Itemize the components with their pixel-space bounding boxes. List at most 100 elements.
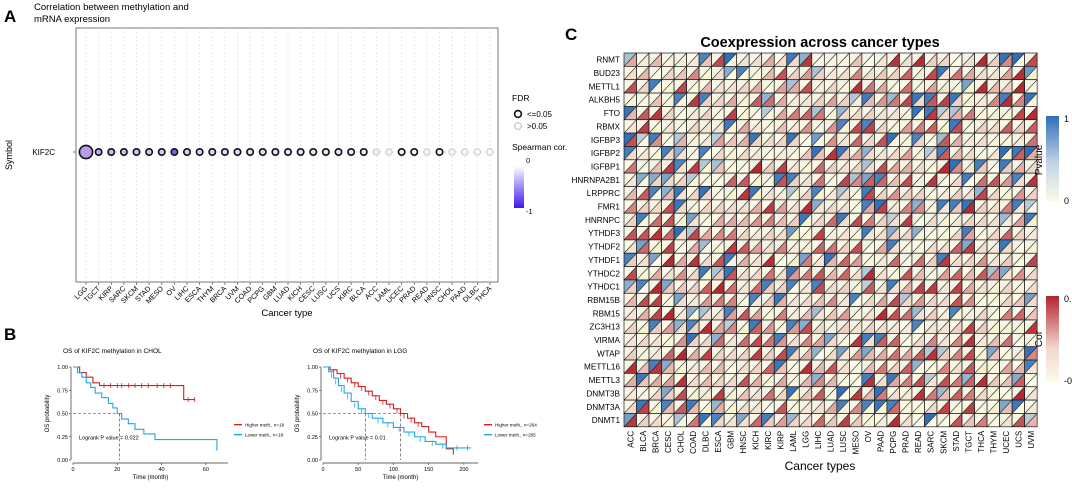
heatmap-cell-diagonal <box>711 413 725 428</box>
heatmap-cell-diagonal <box>786 359 800 374</box>
heatmap-col-label-skcm: SKCM <box>939 430 948 453</box>
heatmap-cell-diagonal <box>986 199 1000 214</box>
km-x-ticklabel: 100 <box>389 467 398 473</box>
heatmap-row-label-ythdc1: YTHDC1 <box>587 283 620 292</box>
heatmap-cell-diagonal <box>1024 293 1038 307</box>
heatmap-cell-diagonal <box>748 66 762 80</box>
heatmap-cell-diagonal <box>673 226 687 241</box>
heatmap-cell-diagonal <box>886 186 900 201</box>
heatmap-cell-diagonal <box>648 319 662 334</box>
heatmap-cell-diagonal <box>824 106 838 120</box>
heatmap-cell-diagonal <box>661 132 675 147</box>
heatmap-cell-diagonal <box>811 266 825 281</box>
heatmap-cell-diagonal <box>911 119 925 134</box>
heatmap-cell-diagonal <box>711 146 725 161</box>
heatmap-cell-diagonal <box>911 346 925 361</box>
heatmap-row-label-alkbh5: ALKBH5 <box>589 96 621 105</box>
heatmap-cell-diagonal <box>986 79 1000 94</box>
heatmap-cell-diagonal <box>799 119 813 134</box>
heatmap-cell-diagonal <box>849 359 863 374</box>
heatmap-cell-diagonal <box>849 253 863 267</box>
km-y-ticklabel: 0.25 <box>57 435 68 441</box>
heatmap-cell-diagonal <box>774 106 787 120</box>
heatmap-cell-diagonal <box>761 386 775 401</box>
heatmap-cell-diagonal <box>924 146 938 161</box>
heatmap-cell-diagonal <box>698 226 712 241</box>
heatmap-cell-diagonal <box>723 159 737 174</box>
heatmap-row-label-ythdf2: YTHDF2 <box>588 243 620 252</box>
heatmap-cell-diagonal <box>836 119 850 134</box>
heatmap-cell-diagonal <box>673 306 687 321</box>
heatmap-cell-diagonal <box>874 186 888 201</box>
heatmap-cell-diagonal <box>623 319 637 334</box>
heatmap-cell-diagonal <box>911 146 925 161</box>
heatmap-cell-diagonal <box>999 212 1013 227</box>
heatmap-cell-diagonal <box>786 266 800 281</box>
heatmap-cell-diagonal <box>648 239 662 254</box>
heatmap-cell-diagonal <box>711 359 725 374</box>
heatmap-cell-diagonal <box>836 319 850 334</box>
legend-cor-min: -1 <box>526 207 533 216</box>
heatmap-cell-diagonal <box>986 239 1000 254</box>
dotplot-dot-stad <box>145 148 154 157</box>
heatmap-cell-diagonal <box>761 226 775 241</box>
heatmap-cell-diagonal <box>961 159 975 174</box>
heatmap-cell-diagonal <box>849 413 863 428</box>
heatmap-cell-diagonal <box>698 293 712 307</box>
km-legend-label: Lower meth., n=265 <box>495 433 536 438</box>
heatmap-cell-diagonal <box>774 413 787 428</box>
legend-cor-colorbar <box>514 166 524 208</box>
heatmap-cell-diagonal <box>886 159 900 174</box>
heatmap-col-label-thym: THYM <box>989 430 998 453</box>
heatmap-cell-diagonal <box>899 52 913 67</box>
heatmap-cell-diagonal <box>899 346 913 361</box>
dotplot-xlabel: Cancer type <box>261 308 312 319</box>
heatmap-cell-diagonal <box>874 66 888 80</box>
heatmap-cell-diagonal <box>1024 279 1038 294</box>
heatmap-cell-diagonal <box>999 253 1013 267</box>
heatmap-cell-diagonal <box>874 266 888 281</box>
heatmap-cell-diagonal <box>924 52 938 67</box>
heatmap-cell-diagonal <box>886 92 900 107</box>
heatmap-cell-diagonal <box>711 399 725 414</box>
heatmap-cell-diagonal <box>698 172 712 187</box>
heatmap-cell-diagonal <box>723 132 737 147</box>
heatmap-cell-diagonal <box>673 52 687 67</box>
heatmap-cell-diagonal <box>836 333 850 347</box>
heatmap-cell-diagonal <box>623 306 637 321</box>
heatmap-cell-diagonal <box>811 399 825 414</box>
heatmap-cell-diagonal <box>961 146 975 161</box>
heatmap-cell-diagonal <box>911 319 925 334</box>
heatmap-cell-diagonal <box>661 146 675 161</box>
heatmap-cell-diagonal <box>949 79 963 94</box>
heatmap-cell-diagonal <box>949 346 963 361</box>
km-xlabel: Time (month) <box>133 475 168 481</box>
heatmap-cell-diagonal <box>748 132 762 147</box>
heatmap-cell-diagonal <box>874 159 888 174</box>
heatmap-cell-diagonal <box>736 52 750 67</box>
heatmap-cell-diagonal <box>673 66 687 80</box>
heatmap-cell-diagonal <box>936 212 950 227</box>
heatmap-cell-diagonal <box>924 79 938 94</box>
heatmap-cell-diagonal <box>736 386 750 401</box>
heatmap-cell-diagonal <box>961 413 975 428</box>
legend-fdr-sig-swatch <box>513 109 523 119</box>
heatmap-cell-diagonal <box>886 386 900 401</box>
heatmap-cell-diagonal <box>761 146 775 161</box>
heatmap-cell-diagonal <box>648 132 662 147</box>
heatmap-cell-diagonal <box>849 146 863 161</box>
legend-cor-title-c: Cor <box>1034 330 1045 347</box>
heatmap-cell-diagonal <box>761 172 775 187</box>
heatmap-cell-diagonal <box>899 66 913 80</box>
heatmap-cell-diagonal <box>623 66 637 80</box>
heatmap-cell-diagonal <box>836 66 850 80</box>
heatmap-cell-diagonal <box>824 172 838 187</box>
heatmap-cell-diagonal <box>673 319 687 334</box>
heatmap-cell-diagonal <box>648 226 662 241</box>
dotplot-dot-meso <box>157 148 166 157</box>
dotplot-dot-pcpg <box>258 148 267 157</box>
heatmap-cell-diagonal <box>736 226 750 241</box>
dotplot-dot-blca <box>359 148 368 157</box>
heatmap-cell-diagonal <box>698 79 712 94</box>
heatmap-cell-diagonal <box>836 79 850 94</box>
